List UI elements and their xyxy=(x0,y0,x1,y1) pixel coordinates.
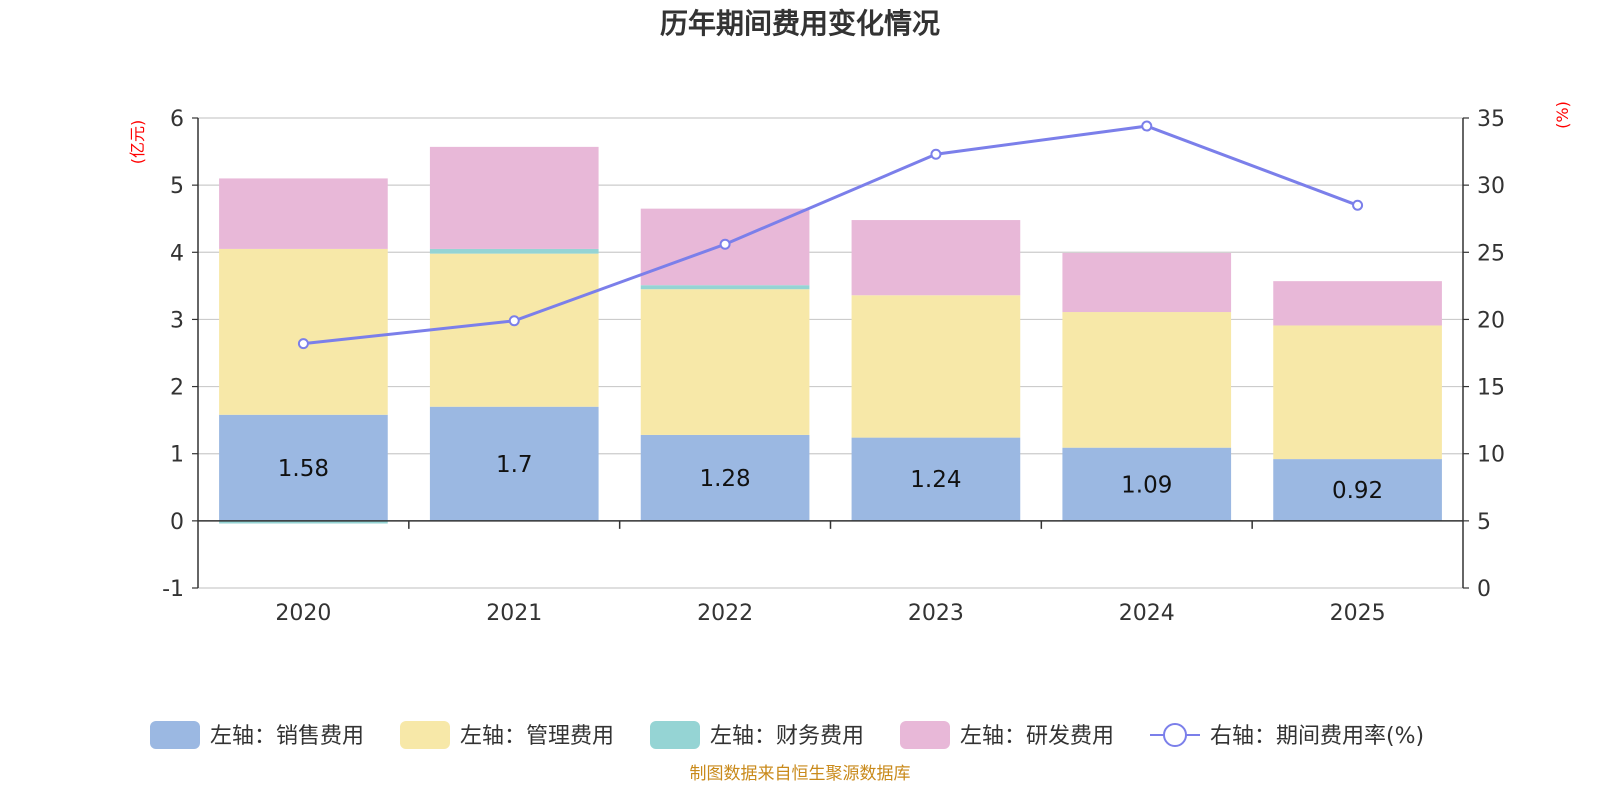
rate-line-path xyxy=(303,124,1359,346)
bar-2021-series-0 xyxy=(429,406,599,521)
left-tick-label-6: 5 xyxy=(170,174,184,199)
data-label-2025: 0.92 xyxy=(1332,478,1383,504)
left-tick-label-1: 0 xyxy=(170,510,184,535)
left-tick-label-5: 4 xyxy=(170,241,184,266)
chart-title: 历年期间费用变化情况 xyxy=(660,7,940,40)
bar-2024-series-3 xyxy=(1062,252,1232,313)
right-tick-label-5: 25 xyxy=(1477,241,1505,266)
bar-2023-series-1 xyxy=(851,295,1021,438)
right-tick-label-7: 35 xyxy=(1477,107,1505,132)
bar-2020-series-3 xyxy=(219,178,388,249)
left-tick-label-3: 2 xyxy=(170,376,184,401)
bar-2021-series-1 xyxy=(429,253,599,407)
right-tick-label-0: 0 xyxy=(1477,577,1491,602)
bar-2022-series-2 xyxy=(640,285,810,290)
x-tick-label-2021: 2021 xyxy=(486,601,542,626)
left-tick-label-4: 3 xyxy=(170,308,184,333)
legend-label-1: 左轴：管理费用 xyxy=(460,724,614,749)
legend-label-3: 左轴：研发费用 xyxy=(960,724,1114,749)
legend-swatch-2 xyxy=(650,721,700,749)
right-tick-label-6: 30 xyxy=(1477,174,1505,199)
x-tick-label-2020: 2020 xyxy=(275,601,331,626)
left-axis-unit: (亿元) xyxy=(128,120,147,165)
legend-circle-swatch xyxy=(1163,723,1187,747)
data-label-2024: 1.09 xyxy=(1121,472,1172,498)
legend-swatch-3 xyxy=(900,721,950,749)
legend-label-4: 右轴：期间费用率(%) xyxy=(1210,724,1424,749)
bar-2021-series-3 xyxy=(429,146,599,249)
bar-2020-series-2 xyxy=(219,520,388,524)
left-tick-label-2: 1 xyxy=(170,443,184,468)
bar-2025-series-3 xyxy=(1273,281,1442,326)
bar-2022-series-1 xyxy=(640,289,810,435)
data-label-2020: 1.58 xyxy=(278,456,329,482)
x-tick-label-2022: 2022 xyxy=(697,601,753,626)
rate-line xyxy=(297,120,1364,350)
legend-swatch-0 xyxy=(150,721,200,749)
data-source: 制图数据来自恒生聚源数据库 xyxy=(690,764,911,784)
data-label-2023: 1.24 xyxy=(910,467,961,493)
x-tick-label-2024: 2024 xyxy=(1119,601,1175,626)
right-tick-label-1: 5 xyxy=(1477,510,1491,535)
x-tick-label-2023: 2023 xyxy=(908,601,964,626)
bar-2022-series-0 xyxy=(640,434,810,521)
bar-2023-series-0 xyxy=(851,437,1021,521)
right-tick-label-4: 20 xyxy=(1477,308,1505,333)
rate-point-2021 xyxy=(508,315,520,327)
bar-2024-series-0 xyxy=(1062,447,1232,521)
legend-label-2: 左轴：财务费用 xyxy=(710,724,864,749)
rate-point-2020 xyxy=(297,338,309,350)
left-tick-label-7: 6 xyxy=(170,107,184,132)
bar-2024-series-1 xyxy=(1062,312,1232,448)
right-axis-unit: (%) xyxy=(1553,101,1572,129)
legend: 左轴：销售费用 左轴：管理费用 左轴：财务费用 左轴：研发费用 右轴：期间费用率(%) xyxy=(150,721,1424,749)
bar-2025-series-1 xyxy=(1273,325,1442,460)
rate-point-2022 xyxy=(719,238,731,250)
data-label-2021: 1.7 xyxy=(496,452,533,478)
bar-2020-series-1 xyxy=(219,248,388,415)
rate-point-2024 xyxy=(1141,120,1153,132)
right-tick-label-3: 15 xyxy=(1477,376,1505,401)
rate-point-2025 xyxy=(1352,199,1364,211)
bar-2023-series-3 xyxy=(851,220,1021,296)
rate-point-2023 xyxy=(930,148,942,160)
left-tick-label-0: -1 xyxy=(162,577,184,602)
legend-label-0: 左轴：销售费用 xyxy=(210,724,364,749)
bars: 1.58 1.7 1.28 1.24 1.09 0.92 xyxy=(219,146,1442,524)
bar-2025-series-0 xyxy=(1273,459,1442,521)
legend-swatch-1 xyxy=(400,721,450,749)
bar-2021-series-2 xyxy=(429,248,599,254)
x-tick-label-2025: 2025 xyxy=(1330,601,1386,626)
right-tick-label-2: 10 xyxy=(1477,443,1505,468)
bar-2020-series-0 xyxy=(219,414,388,521)
data-label-2022: 1.28 xyxy=(699,466,750,492)
